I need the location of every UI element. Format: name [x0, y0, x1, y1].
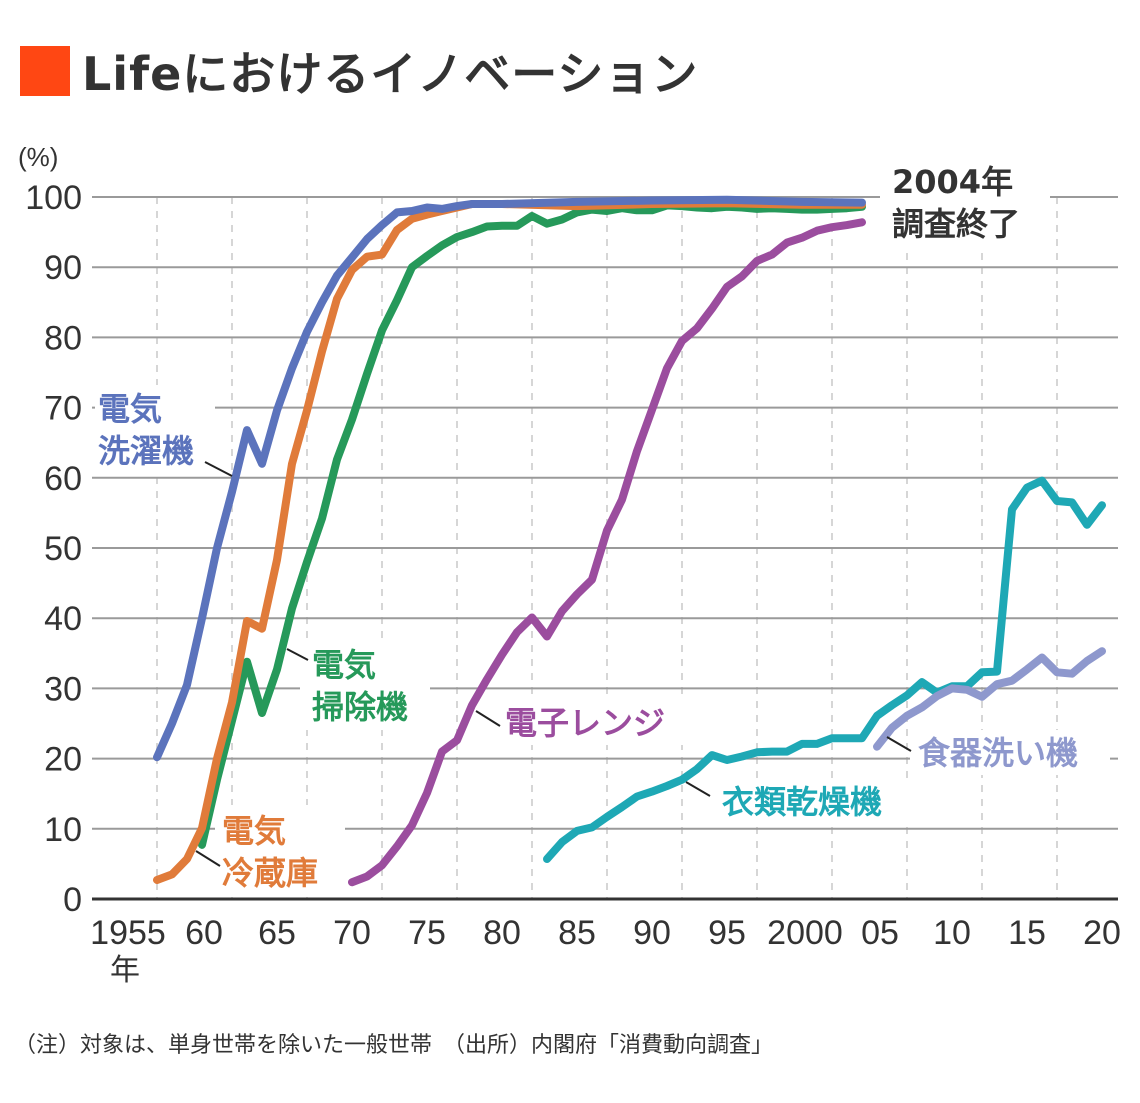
x-tick-label: 15 — [1008, 914, 1046, 952]
x-tick-label: 60 — [185, 914, 223, 952]
y-tick-label: 40 — [44, 600, 82, 638]
y-tick-label: 90 — [44, 249, 82, 287]
title-text: Lifeにおけるイノベーション — [82, 47, 699, 101]
x-tick-label: 65 — [258, 914, 296, 952]
y-tick-label: 30 — [44, 670, 82, 708]
label-background — [95, 385, 215, 475]
x-tick-label: 1955 — [90, 914, 166, 952]
label-background — [880, 160, 1050, 250]
series-line-3 — [348, 218, 866, 887]
annotation-line: 2004年 — [892, 163, 1013, 201]
series-label-1: 冷蔵庫 — [222, 854, 318, 892]
series-label-1: 電気 — [222, 812, 286, 850]
leader-line — [286, 648, 309, 661]
series-label-4: 衣類乾燥機 — [722, 783, 882, 821]
series-line-4 — [543, 476, 1106, 863]
x-tick-label: 10 — [933, 914, 971, 952]
label-background — [215, 805, 345, 895]
x-tick-label: 05 — [861, 914, 899, 952]
title-accent-square — [20, 46, 70, 96]
y-tick-label: 60 — [44, 460, 82, 498]
series-line-5 — [873, 647, 1106, 751]
leader-line — [204, 461, 233, 477]
leader-line — [685, 781, 711, 797]
series-label-0: 電気 — [98, 390, 162, 428]
series-line-0 — [153, 195, 866, 762]
y-tick-label: 80 — [44, 319, 82, 357]
label-backgrounds — [95, 160, 1110, 895]
x-tick-label: 90 — [633, 914, 671, 952]
leader-line — [886, 736, 912, 752]
label-background — [715, 780, 915, 825]
x-tick-label: 2000 — [767, 914, 843, 952]
series-label-0: 洗濯機 — [98, 432, 194, 470]
annotation-line: 調査終了 — [892, 205, 1020, 243]
x-tick-label: 85 — [558, 914, 596, 952]
y-axis-unit: (%) — [18, 142, 58, 172]
x-tick-label: 20 — [1083, 914, 1121, 952]
series-label-2: 電気 — [312, 646, 376, 684]
label-background — [495, 700, 695, 745]
y-tick-label: 70 — [44, 390, 82, 428]
series-line-1 — [153, 199, 866, 884]
x-axis-unit: 年 — [110, 953, 140, 988]
x-tick-label: 70 — [333, 914, 371, 952]
leader-line — [195, 850, 221, 867]
y-tick-label: 100 — [25, 179, 82, 217]
x-tick-label: 75 — [408, 914, 446, 952]
series-label-2: 掃除機 — [312, 688, 408, 726]
series-line-2 — [198, 201, 866, 849]
x-tick-label: 95 — [708, 914, 746, 952]
footnote-source: （注）対象は、単身世帯を除いた一般世帯 （出所）内閣府「消費動向調査」 — [14, 1033, 774, 1058]
chart-title: Lifeにおけるイノベーション — [20, 38, 698, 104]
x-axis: 1955 60 65 70 75 80 85 90 95 2000 05 10 15 20 — [90, 914, 1121, 952]
series-label-3: 電子レンジ — [505, 704, 665, 742]
x-tick-label: 80 — [483, 914, 521, 952]
y-tick-label: 50 — [44, 530, 82, 568]
series-lines — [153, 195, 1106, 887]
y-axis: 0 10 20 30 40 50 60 70 80 90 100 — [25, 179, 82, 919]
label-background — [910, 730, 1110, 775]
series-label-5: 食器洗い機 — [918, 734, 1078, 772]
y-tick-label: 20 — [44, 741, 82, 779]
y-tick-label: 10 — [44, 811, 82, 849]
y-tick-label: 0 — [63, 881, 82, 919]
leader-line — [475, 710, 501, 727]
label-background — [300, 640, 430, 730]
